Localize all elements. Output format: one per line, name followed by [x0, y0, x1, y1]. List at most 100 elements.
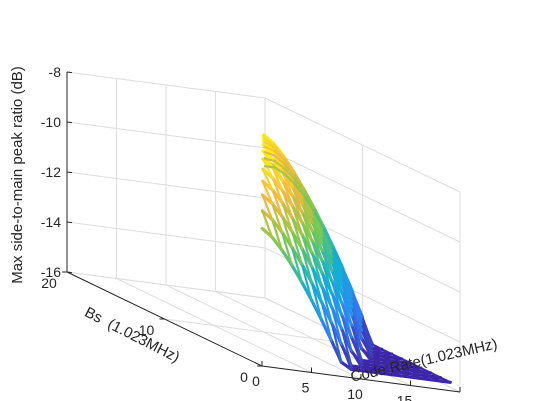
- surface-mesh-segment: [310, 281, 323, 321]
- y-axis-label: Bs (1.023MHz): [82, 304, 183, 366]
- surface-mesh-segment: [281, 231, 293, 267]
- surface-mesh-segment: [399, 371, 412, 379]
- surface-mesh-segment: [311, 240, 324, 274]
- surface-mesh-segment: [370, 350, 383, 358]
- surface-mesh-segment: [312, 209, 325, 230]
- surface-mesh-segment: [350, 364, 363, 372]
- surface-mesh-segment: [271, 188, 284, 218]
- surface-mesh-segment: [361, 319, 374, 350]
- surface-mesh-segment: [390, 356, 403, 364]
- surface-mesh-segment: [300, 263, 313, 302]
- surface-mesh-segment: [291, 186, 304, 214]
- surface-mesh-segment: [332, 246, 345, 270]
- surface-mesh-segment: [389, 370, 402, 377]
- surface-mesh-segment: [399, 367, 412, 375]
- surface-mesh-segment: [301, 233, 314, 269]
- surface-mesh-segment: [311, 251, 323, 288]
- surface-mesh-segment: [380, 368, 392, 376]
- surface-mesh-segment: [351, 299, 364, 332]
- y-tick-label: 10: [139, 322, 155, 338]
- z-tick-label: -14: [41, 214, 61, 230]
- surface-mesh-segment: [351, 295, 364, 326]
- surface-mesh-segment: [341, 291, 353, 327]
- surface-mesh-segment: [311, 211, 324, 238]
- surface-mesh-segment: [322, 226, 335, 249]
- surface-mesh-segment: [273, 146, 285, 160]
- z-tick-label: -12: [41, 164, 61, 180]
- surface-mesh-segment: [311, 229, 324, 262]
- surface-mesh-segment: [340, 301, 353, 339]
- surface-mesh-segment: [360, 347, 373, 363]
- surface-mesh-segment: [281, 201, 294, 233]
- surface-mesh-segment: [400, 361, 413, 368]
- surface-mesh-segment: [419, 373, 432, 381]
- surface-mesh-segment: [331, 270, 344, 305]
- grid-line: [66, 71, 266, 99]
- z-tick-mark: [66, 171, 73, 174]
- surface-mesh-segment: [361, 323, 374, 353]
- surface-mesh-segment: [330, 306, 343, 346]
- surface-mesh-segment: [330, 292, 343, 330]
- surface-mesh-segment: [281, 179, 294, 208]
- surface-mesh-segment: [439, 376, 452, 384]
- surface-mesh-segment: [273, 154, 286, 165]
- surface-mesh-segment: [263, 145, 276, 153]
- surface-mesh-segment: [283, 167, 296, 181]
- surface-mesh-segment: [390, 366, 402, 374]
- surface-mesh-segment: [321, 249, 334, 283]
- surface-mesh-segment: [263, 165, 276, 169]
- surface-mesh-segment: [320, 271, 333, 309]
- surface-mesh-segment: [282, 159, 295, 175]
- surface-mesh-segment: [263, 151, 276, 157]
- surface-mesh-segment: [291, 230, 303, 266]
- surface-mesh-segment: [311, 221, 324, 252]
- surface-mesh-segment: [351, 290, 364, 319]
- surface-mesh-segment: [360, 337, 373, 360]
- surface-mesh-segment: [380, 351, 393, 359]
- surface-mesh-segment: [283, 172, 296, 185]
- x-tick-labels: 0 5 10 15 20: [252, 361, 462, 401]
- z-axis-label: Max side-to-main peak ratio (dB): [9, 66, 26, 284]
- surface-mesh-segment: [281, 189, 294, 219]
- surface-mesh-segment: [311, 215, 324, 244]
- surface-mesh-segment: [331, 255, 344, 286]
- y-tick-label: 20: [41, 275, 57, 291]
- grid-line: [66, 221, 266, 249]
- surface-mesh-segment: [371, 347, 383, 354]
- surface-mesh-segment: [291, 216, 304, 250]
- z-tick-mark: [66, 121, 73, 124]
- surface-mesh-segment: [321, 230, 334, 258]
- surface-mesh-segment: [263, 157, 276, 162]
- surface-mesh-segment: [370, 360, 383, 368]
- surface-mesh-segment: [429, 371, 442, 379]
- surface-mesh-segment: [370, 367, 383, 375]
- surface-mesh-segment: [271, 218, 284, 252]
- y-tick-label: 0: [240, 369, 248, 385]
- grid-line: [66, 171, 266, 199]
- surface-mesh-segment: [380, 365, 393, 373]
- surface-mesh-segment: [380, 355, 393, 362]
- surface-mesh-segment: [380, 358, 393, 366]
- grid-line: [164, 318, 363, 346]
- grid-line: [66, 121, 266, 149]
- x-tick-label: 20: [446, 399, 462, 401]
- surface-mesh-segment: [283, 162, 296, 177]
- surface-mesh-segment: [281, 215, 294, 249]
- surface-mesh-segment: [360, 359, 373, 367]
- surface-mesh-segment: [301, 203, 314, 233]
- surface-mesh-segment: [301, 211, 314, 243]
- surface-mesh-segment: [419, 370, 432, 378]
- surface-mesh-segment: [380, 348, 393, 356]
- surface-mesh-segment: [340, 313, 353, 353]
- surface-mesh-segment: [409, 369, 422, 377]
- surface-mesh-segment: [320, 285, 333, 324]
- surface-mesh-segment: [419, 367, 432, 374]
- surface-mesh-segment: [371, 343, 384, 351]
- surface-mesh-segment: [293, 182, 306, 197]
- z-tick-label: -16: [41, 264, 61, 280]
- surface-mesh-segment: [273, 166, 286, 175]
- surface-mesh-segment: [410, 365, 422, 373]
- grid-line: [264, 147, 461, 243]
- surface-mesh-segment: [300, 247, 313, 284]
- surface-mesh-segment: [380, 361, 393, 369]
